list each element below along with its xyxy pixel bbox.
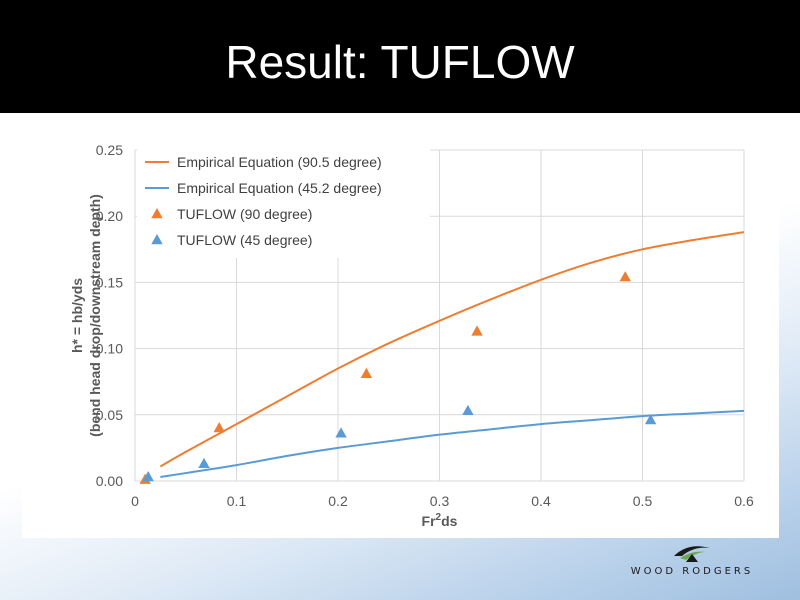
legend: Empirical Equation (90.5 degree) Empirica… — [137, 146, 430, 258]
legend-triangle-icon — [151, 234, 163, 245]
legend-label: TUFLOW (90 degree) — [177, 206, 312, 222]
x-tick-label: 0.1 — [227, 493, 247, 509]
legend-label: TUFLOW (45 degree) — [177, 232, 312, 248]
y-tick-label: 0.20 — [96, 208, 123, 224]
y-axis-title-line2: (bend head drop/downstream depth) — [87, 194, 103, 437]
data-point-3 — [335, 427, 347, 438]
data-point-3 — [198, 457, 210, 468]
y-tick-label: 0.05 — [96, 407, 123, 423]
logo-text: WOOD RODGERS — [630, 566, 754, 577]
series-line-1 — [160, 409, 745, 479]
y-tick-label: 0.10 — [96, 341, 123, 357]
y-tick-label: 0.00 — [96, 473, 123, 489]
chart-svg: 0.00 0.05 0.10 0.15 0.20 0.25 0 0.1 0.2 0.3 0.4 0.5… — [69, 142, 754, 529]
logo-mark-icon — [674, 546, 710, 562]
legend-triangle-icon — [151, 208, 163, 219]
axis-layer: 0.00 0.05 0.10 0.15 0.20 0.25 0 0.1 0.2 0.3 0.4 0.5… — [96, 142, 754, 509]
x-tick-label: 0.4 — [531, 493, 551, 509]
y-tick-label: 0.15 — [96, 274, 123, 290]
data-point-2 — [471, 325, 483, 336]
series-line-0 — [159, 231, 745, 468]
legend-label: Empirical Equation (45.2 degree) — [177, 180, 382, 196]
data-point-3 — [462, 404, 474, 416]
legend-box — [137, 146, 430, 258]
slide-title: Result: TUFLOW — [225, 36, 575, 88]
data-point-2 — [619, 271, 631, 282]
series-layer — [139, 231, 745, 484]
y-axis-title: h* = hb/yds — [69, 278, 85, 353]
y-tick-label: 0.25 — [96, 142, 123, 158]
wood-rodgers-logo: WOOD RODGERS — [612, 542, 772, 584]
x-tick-label: 0 — [131, 493, 139, 509]
data-point-3 — [644, 414, 657, 425]
title-bar — [0, 0, 800, 113]
x-tick-label: 0.2 — [328, 493, 348, 509]
data-point-3 — [142, 471, 154, 482]
legend-label: Empirical Equation (90.5 degree) — [177, 154, 382, 170]
x-axis-title: Fr2ds — [422, 512, 458, 529]
data-point-2 — [213, 422, 225, 433]
x-tick-label: 0.3 — [430, 493, 450, 509]
x-tick-label: 0.6 — [734, 493, 754, 509]
x-tick-label: 0.5 — [633, 493, 653, 509]
data-point-2 — [360, 367, 373, 378]
chart-area: 0.00 0.05 0.10 0.15 0.20 0.25 0 0.1 0.2 0.3 0.4 0.5… — [22, 128, 779, 538]
